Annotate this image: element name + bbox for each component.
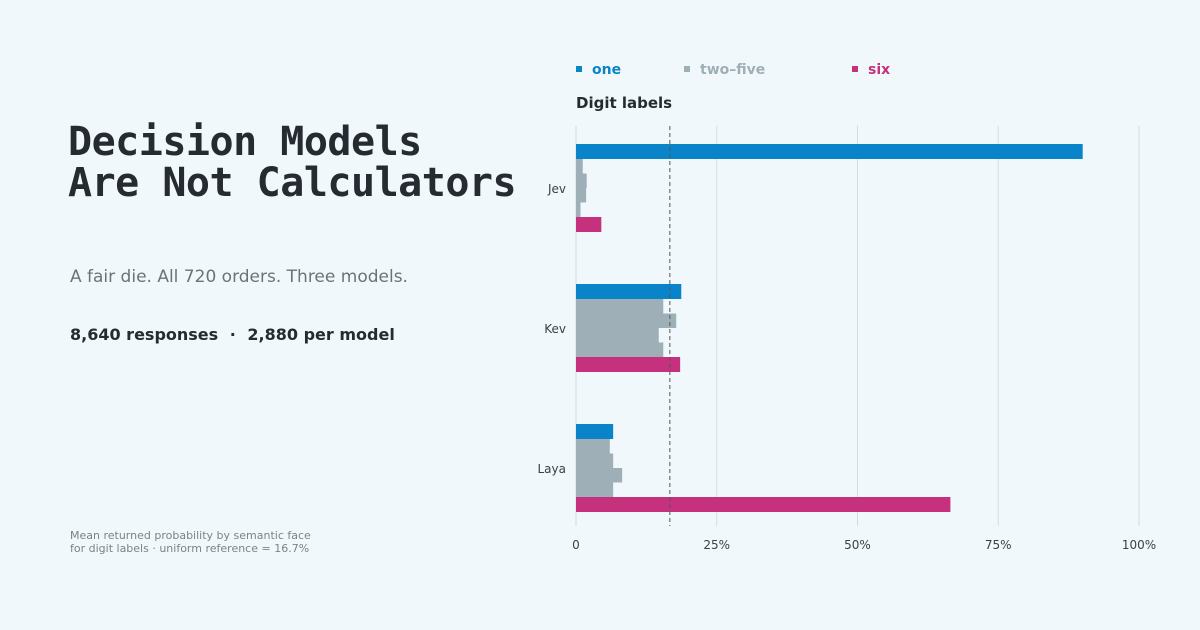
bar-laya-six — [576, 497, 951, 512]
responses-count: 8,640 responses — [70, 325, 219, 344]
title-line-2: Are Not Calculators — [68, 160, 517, 206]
bar-kev-four — [576, 328, 659, 343]
bar-jev-six — [576, 217, 602, 232]
category-label: Jev — [547, 182, 566, 196]
bar-jev-four — [576, 188, 587, 203]
bar-kev-one — [576, 284, 682, 299]
bar-jev-two — [576, 159, 583, 174]
bar-laya-two — [576, 439, 610, 454]
chart-title: Digit labels — [576, 94, 673, 112]
category-label: Laya — [538, 462, 567, 476]
category-label: Kev — [544, 322, 566, 336]
legend-swatch-six — [852, 66, 858, 72]
bar-laya-five — [576, 482, 614, 497]
bar-jev-five — [576, 202, 581, 217]
footnote-line-2: for digit labels · uniform reference = 1… — [70, 542, 310, 555]
bar-laya-three — [576, 453, 614, 468]
footnote: Mean returned probability by semantic fa… — [70, 529, 311, 555]
page-title: Decision Models Are Not Calculators — [68, 119, 517, 206]
title-line-1: Decision Models — [68, 119, 422, 165]
stats-separator: · — [229, 325, 236, 344]
bar-laya-one — [576, 424, 614, 439]
bar-kev-two — [576, 299, 664, 314]
bar-jev-three — [576, 173, 587, 188]
legend-item-six: six — [852, 62, 890, 78]
legend-label-two-five: two–five — [700, 62, 766, 78]
legend-label-one: one — [592, 62, 622, 78]
response-stats: 8,640 responses · 2,880 per model — [70, 325, 395, 344]
per-model-count: 2,880 per model — [247, 325, 395, 344]
x-tick-label: 50% — [844, 538, 871, 552]
bar-kev-six — [576, 357, 681, 372]
subtitle: A fair die. All 720 orders. Three models… — [70, 267, 408, 287]
bar-kev-three — [576, 313, 677, 328]
legend-item-two-five: two–five — [684, 62, 765, 78]
bar-laya-four — [576, 468, 623, 483]
footnote-line-1: Mean returned probability by semantic fa… — [70, 529, 311, 542]
x-tick-label: 75% — [985, 538, 1012, 552]
bar-jev-one — [576, 144, 1083, 159]
legend-swatch-two-five — [684, 66, 690, 72]
x-tick-label: 25% — [703, 538, 730, 552]
x-tick-label: 100% — [1122, 538, 1156, 552]
bar-kev-five — [576, 342, 664, 357]
x-tick-label: 0 — [572, 538, 580, 552]
legend-swatch-one — [576, 66, 582, 72]
legend-label-six: six — [868, 62, 891, 78]
legend-item-one: one — [576, 62, 621, 78]
